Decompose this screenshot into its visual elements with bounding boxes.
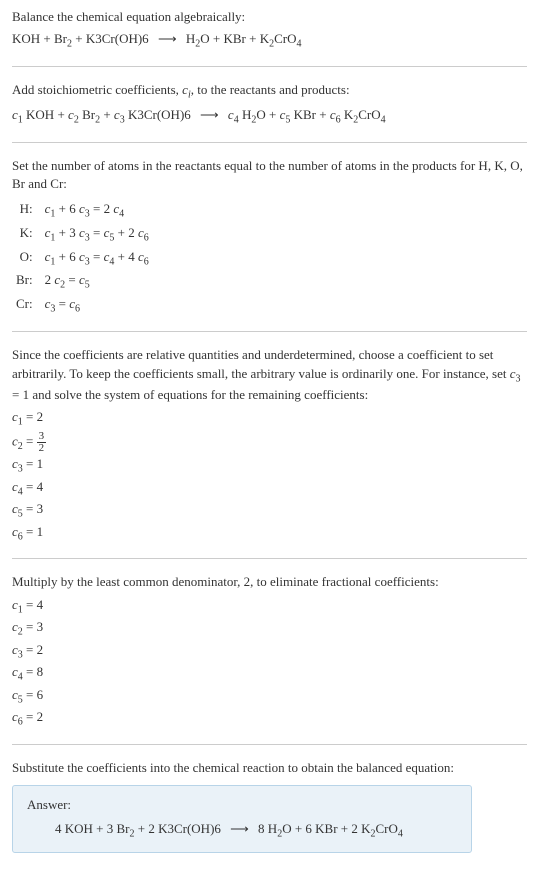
element-label: K: [12, 223, 41, 247]
coefficient-line: c3 = 1 [12, 455, 527, 477]
section-atom-balance: Set the number of atoms in the reactants… [12, 157, 527, 317]
divider [12, 331, 527, 332]
answer-equation: 4 KOH + 3 Br2 + 2 K3Cr(OH)6 ⟶ 8 H2O + 6 … [27, 820, 457, 842]
divider [12, 142, 527, 143]
answer-label: Answer: [27, 796, 457, 814]
atom-row: H:c1 + 6 c3 = 2 c4 [12, 199, 153, 223]
divider [12, 558, 527, 559]
element-equation: c1 + 6 c3 = c4 + 4 c6 [41, 247, 153, 271]
plus: + [43, 31, 54, 46]
divider [12, 744, 527, 745]
atom-row: Br:2 c2 = c5 [12, 270, 153, 294]
atom-balance-table: H:c1 + 6 c3 = 2 c4K:c1 + 3 c3 = c5 + 2 c… [12, 199, 153, 317]
coefficient-list-2: c1 = 4c2 = 3c3 = 2c4 = 8c5 = 6c6 = 2 [12, 596, 527, 731]
plus: + [249, 31, 260, 46]
product-1: H2O [186, 31, 210, 46]
section-add-coefficients: Add stoichiometric coefficients, ci, to … [12, 81, 527, 128]
arrow-icon: ⟶ [230, 820, 249, 838]
coefficient-line: c4 = 4 [12, 478, 527, 500]
coef-equation: c1 KOH + c2 Br2 + c3 K3Cr(OH)6 ⟶ c4 H2O … [12, 106, 527, 128]
reactant-2: Br2 [54, 31, 72, 46]
coefficient-line: c6 = 2 [12, 708, 527, 730]
atom-row: O:c1 + 6 c3 = c4 + 4 c6 [12, 247, 153, 271]
section-substitute: Substitute the coefficients into the che… [12, 759, 527, 853]
coefficient-line: c1 = 2 [12, 408, 527, 430]
substitute-prompt: Substitute the coefficients into the che… [12, 759, 527, 777]
reactant-1: KOH [12, 31, 40, 46]
coefficient-line: c5 = 6 [12, 686, 527, 708]
coefficient-line: c5 = 3 [12, 500, 527, 522]
atom-balance-prompt: Set the number of atoms in the reactants… [12, 157, 527, 193]
element-equation: c1 + 6 c3 = 2 c4 [41, 199, 153, 223]
arrow-icon: ⟶ [200, 106, 219, 124]
fraction: 32 [37, 431, 47, 454]
element-label: Br: [12, 270, 41, 294]
coefficient-line: c6 = 1 [12, 523, 527, 545]
element-equation: 2 c2 = c5 [41, 270, 153, 294]
element-label: O: [12, 247, 41, 271]
element-equation: c1 + 3 c3 = c5 + 2 c6 [41, 223, 153, 247]
atom-row: K:c1 + 3 c3 = c5 + 2 c6 [12, 223, 153, 247]
section-solve-1: Since the coefficients are relative quan… [12, 346, 527, 544]
coefficient-line: c3 = 2 [12, 641, 527, 663]
section-solve-2: Multiply by the least common denominator… [12, 573, 527, 730]
lcd-prompt: Multiply by the least common denominator… [12, 573, 527, 591]
section-balance-intro: Balance the chemical equation algebraica… [12, 8, 527, 52]
coefficient-list-1: c1 = 2c2 = 32c3 = 1c4 = 4c5 = 3c6 = 1 [12, 408, 527, 544]
product-3: K2CrO4 [260, 31, 302, 46]
unbalanced-equation: KOH + Br2 + K3Cr(OH)6 ⟶ H2O + KBr + K2Cr… [12, 30, 527, 52]
reactant-3: K3Cr(OH)6 [86, 31, 149, 46]
coefficient-line: c2 = 32 [12, 431, 527, 454]
solve-prompt: Since the coefficients are relative quan… [12, 346, 527, 404]
plus: + [75, 31, 86, 46]
product-2: KBr [223, 31, 245, 46]
answer-box: Answer: 4 KOH + 3 Br2 + 2 K3Cr(OH)6 ⟶ 8 … [12, 785, 472, 853]
element-equation: c3 = c6 [41, 294, 153, 318]
arrow-icon: ⟶ [158, 30, 177, 48]
balance-prompt: Balance the chemical equation algebraica… [12, 8, 527, 26]
atom-row: Cr:c3 = c6 [12, 294, 153, 318]
plus: + [213, 31, 224, 46]
element-label: Cr: [12, 294, 41, 318]
coefficient-line: c1 = 4 [12, 596, 527, 618]
element-label: H: [12, 199, 41, 223]
coefficient-line: c2 = 3 [12, 618, 527, 640]
coef-prompt: Add stoichiometric coefficients, ci, to … [12, 81, 527, 103]
coefficient-line: c4 = 8 [12, 663, 527, 685]
divider [12, 66, 527, 67]
